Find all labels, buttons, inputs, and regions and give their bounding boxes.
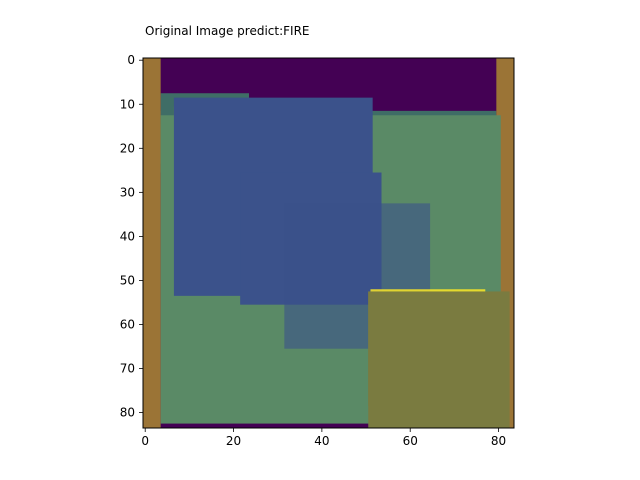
x-tick-label: 20 [226, 434, 241, 448]
x-tick-label: 80 [491, 434, 506, 448]
y-tick-label: 0 [127, 53, 135, 67]
y-tick-label: 60 [120, 317, 135, 331]
game-frame-image [143, 58, 514, 428]
y-tick-label: 70 [120, 362, 135, 376]
axes-border [142, 57, 515, 429]
y-tick-label: 30 [120, 185, 135, 199]
y-tick-label: 40 [120, 229, 135, 243]
x-tick-label: 40 [314, 434, 329, 448]
x-tick-label: 0 [141, 434, 149, 448]
figure-title: Original Image predict:FIRE [145, 24, 310, 38]
y-tick-label: 10 [120, 97, 135, 111]
y-tick-label: 20 [120, 141, 135, 155]
x-tick-label: 60 [403, 434, 418, 448]
left-wall [143, 58, 161, 428]
ball-trail [368, 291, 510, 428]
y-tick-label: 50 [120, 273, 135, 287]
y-tick-label: 80 [120, 406, 135, 420]
axis-ticks: 0 20 40 60 80 0 10 20 30 40 50 60 70 80 [120, 53, 506, 448]
